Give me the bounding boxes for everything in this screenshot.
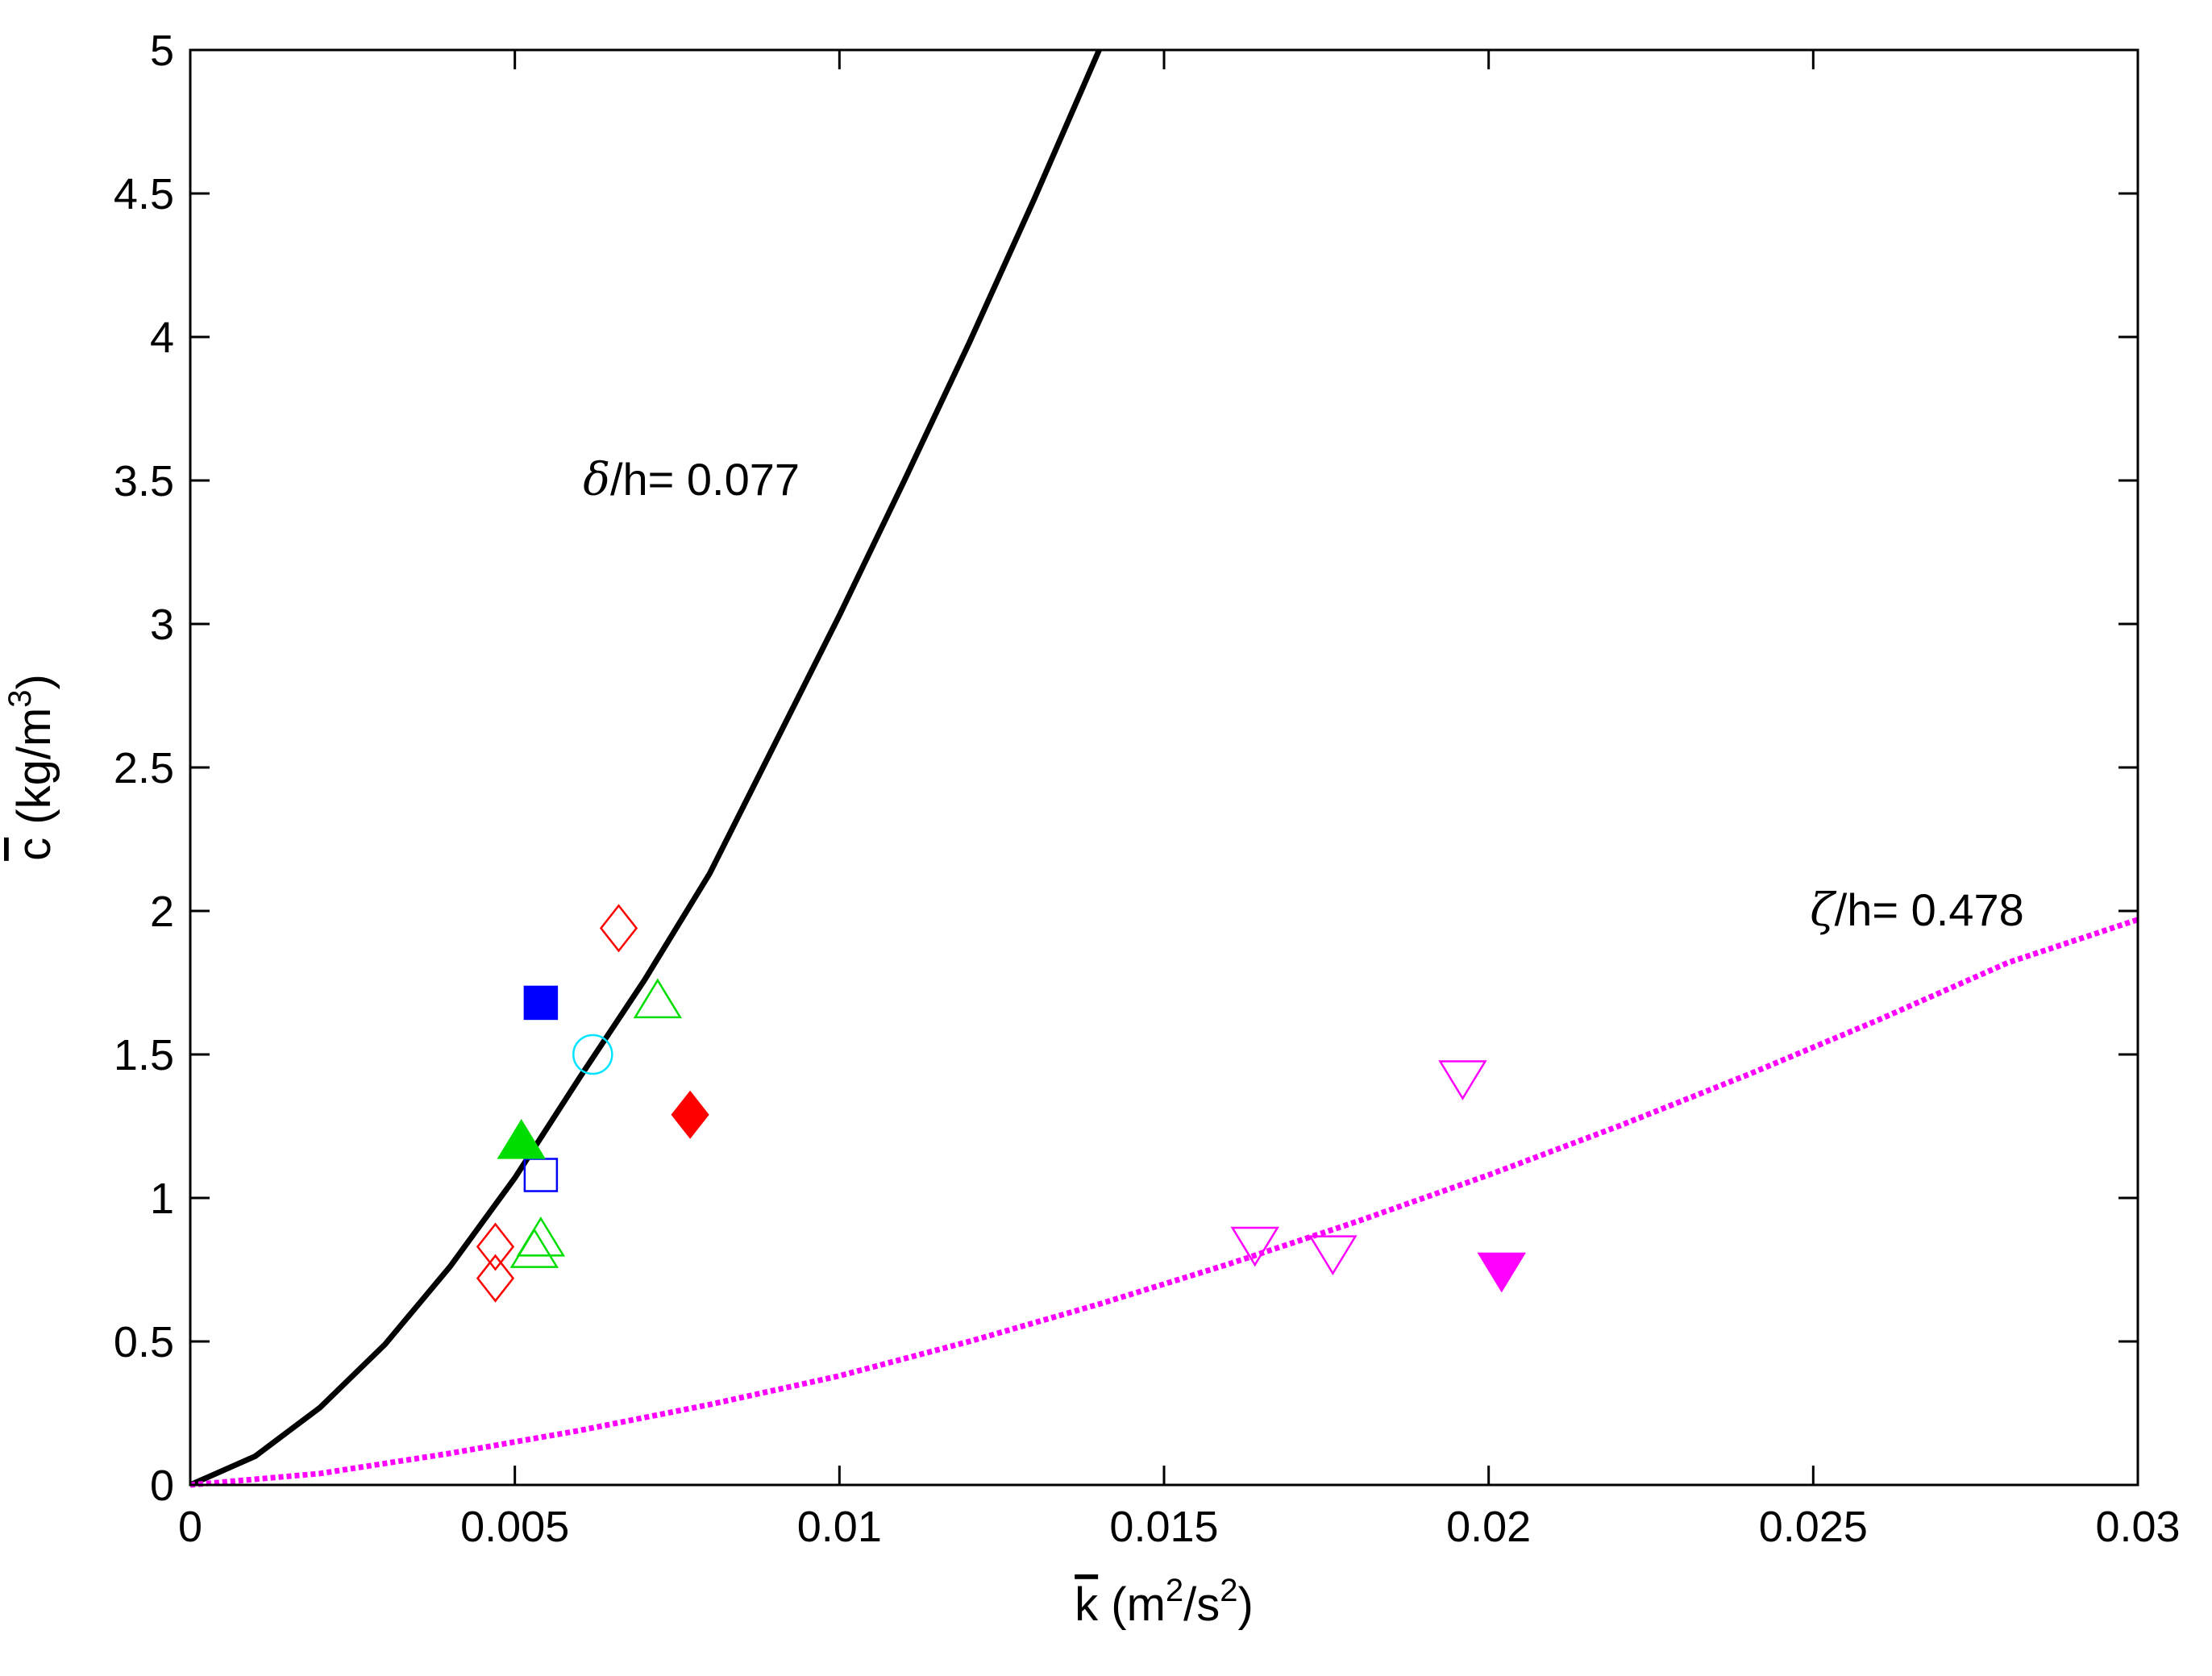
y-tick-label: 1	[150, 1175, 174, 1223]
x-tick-label: 0.01	[797, 1503, 882, 1551]
annotation-symbol: ζ	[1810, 884, 1837, 937]
marker-circle-7	[572, 1033, 613, 1075]
annotation-symbol: δ	[583, 454, 610, 506]
x-tick-label: 0.005	[460, 1503, 569, 1551]
points-layer	[476, 904, 1526, 1303]
y-tick-label: 3	[150, 601, 174, 649]
annotations-layer: δ/h= 0.077 ζ/h= 0.478	[583, 454, 2024, 937]
y-tick-label: 1.5	[114, 1031, 174, 1079]
x-axis-unit-part: /s	[1183, 1578, 1220, 1631]
ticks-layer: 0 0.005 0.01 0.015 0.02 0.025 0.03 0 0.5 1 1.5 2 2.5…	[114, 27, 2181, 1551]
x-axis-symbol: k	[1075, 1578, 1099, 1631]
curves-layer	[189, 48, 2139, 1488]
marker-triangle-down-15	[1477, 1252, 1526, 1293]
marker-diamond-4	[671, 1090, 709, 1139]
y-tick-label: 4.5	[114, 170, 174, 218]
marker-square-5	[523, 985, 559, 1021]
marker-diamond-3	[476, 1254, 515, 1303]
curve-annotation-1: δ/h= 0.077	[583, 454, 800, 506]
y-axis-unit-part: (kg/m	[8, 708, 60, 838]
y-tick-label: 2	[150, 888, 174, 936]
marker-triangle-down-12	[1438, 1060, 1487, 1100]
y-axis-title: c (kg/m3)	[2, 674, 60, 861]
marker-triangle-down-13	[1230, 1226, 1279, 1267]
annotation-text: /h= 0.077	[610, 454, 800, 505]
y-axis-unit-part: )	[8, 674, 60, 689]
marker-diamond-1	[599, 904, 638, 953]
x-tick-label: 0.02	[1446, 1503, 1531, 1551]
x-tick-label: 0.025	[1759, 1503, 1868, 1551]
x-tick-label: 0.015	[1109, 1503, 1218, 1551]
x-axis-unit-part: (m	[1098, 1578, 1166, 1631]
y-tick-label: 4	[150, 314, 174, 362]
marker-triangle-down-14	[1308, 1235, 1358, 1276]
annotation-text: /h= 0.478	[1835, 884, 2024, 935]
y-tick-label: 0.5	[114, 1318, 174, 1366]
marker-triangle-up-11	[497, 1118, 546, 1159]
x-axis-unit-part: )	[1238, 1578, 1254, 1631]
curve-1	[189, 48, 1102, 1488]
y-tick-label: 5	[150, 27, 174, 75]
x-tick-label: 0.03	[2095, 1503, 2180, 1551]
marker-triangle-up-8	[633, 978, 683, 1019]
y-tick-label: 2.5	[114, 744, 174, 792]
curve-annotation-2: ζ/h= 0.478	[1810, 884, 2023, 937]
y-tick-label: 0	[150, 1462, 174, 1510]
y-axis-symbol: c	[8, 838, 60, 861]
y-axis-sup: 3	[2, 689, 38, 707]
marker-triangle-up-10	[509, 1228, 559, 1268]
x-tick-label: 0	[178, 1503, 202, 1551]
curve-2	[189, 917, 2139, 1488]
marker-diamond-2	[476, 1222, 515, 1271]
axis-titles-layer: k (m2/s2)c (kg/m3)	[2, 674, 1254, 1631]
y-tick-label: 3.5	[114, 457, 174, 505]
x-axis-title: k (m2/s2)	[1075, 1573, 1254, 1631]
x-axis-sup: 2	[1220, 1573, 1237, 1608]
x-axis-sup: 2	[1166, 1573, 1183, 1608]
